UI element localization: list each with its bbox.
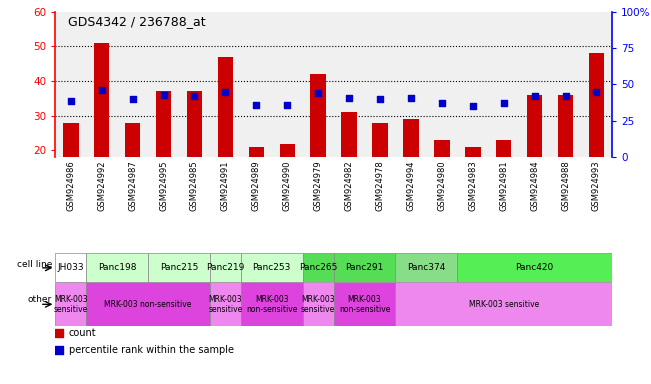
Bar (457, 253, 612, 282)
Text: Panc420: Panc420 (516, 263, 554, 272)
Point (561, 93, 571, 99)
Bar (148, 253, 210, 282)
Bar (63, 123, 79, 220)
Bar (217, 57, 233, 220)
Point (66, 98, 76, 104)
Bar (86, 282, 210, 326)
Text: MRK-003
sensitive: MRK-003 sensitive (208, 295, 243, 314)
Text: MRK-003
non-sensitive: MRK-003 non-sensitive (246, 295, 298, 314)
Point (220, 89, 230, 95)
Bar (210, 253, 241, 282)
Point (344, 94, 354, 101)
Text: cell line: cell line (17, 260, 52, 270)
Text: MRK-003 sensitive: MRK-003 sensitive (469, 300, 539, 309)
Text: GDS4342 / 236788_at: GDS4342 / 236788_at (68, 15, 206, 28)
Point (189, 93, 200, 99)
Point (282, 102, 292, 108)
Point (499, 100, 509, 106)
Bar (527, 95, 542, 220)
Bar (249, 147, 264, 220)
Bar (395, 282, 612, 326)
Point (313, 90, 324, 96)
Bar (303, 253, 333, 282)
Point (529, 93, 540, 99)
Bar (558, 95, 574, 220)
Bar (333, 282, 395, 326)
Text: count: count (69, 328, 96, 338)
Bar (311, 74, 326, 220)
Bar (156, 91, 171, 220)
Point (251, 102, 262, 108)
Bar (341, 112, 357, 220)
Bar (589, 53, 604, 220)
Bar (55, 253, 86, 282)
Text: MRK-003 non-sensitive: MRK-003 non-sensitive (104, 300, 192, 309)
Text: other: other (28, 295, 52, 305)
Text: JH033: JH033 (57, 263, 84, 272)
Text: Panc198: Panc198 (98, 263, 137, 272)
Point (128, 96, 138, 102)
Bar (303, 282, 333, 326)
Bar (372, 123, 388, 220)
Bar (465, 147, 480, 220)
Point (467, 103, 478, 109)
Bar (333, 253, 395, 282)
Bar (279, 144, 295, 220)
Point (591, 89, 602, 95)
Text: Panc291: Panc291 (346, 263, 383, 272)
Bar (55, 282, 86, 326)
Bar (403, 119, 419, 220)
Text: MRK-003
sensitive: MRK-003 sensitive (53, 295, 88, 314)
Bar (395, 253, 457, 282)
Text: MRK-003
sensitive: MRK-003 sensitive (301, 295, 335, 314)
Bar (496, 140, 512, 220)
Point (158, 92, 169, 98)
Text: Panc215: Panc215 (160, 263, 198, 272)
Bar (94, 43, 109, 220)
Bar (187, 91, 202, 220)
Bar (434, 140, 450, 220)
Point (375, 96, 385, 102)
Bar (125, 123, 141, 220)
Text: Panc253: Panc253 (253, 263, 291, 272)
Point (53, 330, 64, 336)
Bar (86, 253, 148, 282)
Text: percentile rank within the sample: percentile rank within the sample (69, 345, 234, 355)
Point (53, 347, 64, 353)
Text: Panc374: Panc374 (408, 263, 445, 272)
Text: Panc265: Panc265 (299, 263, 337, 272)
Point (437, 100, 447, 106)
Point (406, 94, 416, 101)
Bar (241, 253, 303, 282)
Point (96, 87, 107, 93)
Bar (210, 282, 241, 326)
Bar (241, 282, 303, 326)
Text: Panc219: Panc219 (206, 263, 245, 272)
Text: MRK-003
non-sensitive: MRK-003 non-sensitive (339, 295, 390, 314)
